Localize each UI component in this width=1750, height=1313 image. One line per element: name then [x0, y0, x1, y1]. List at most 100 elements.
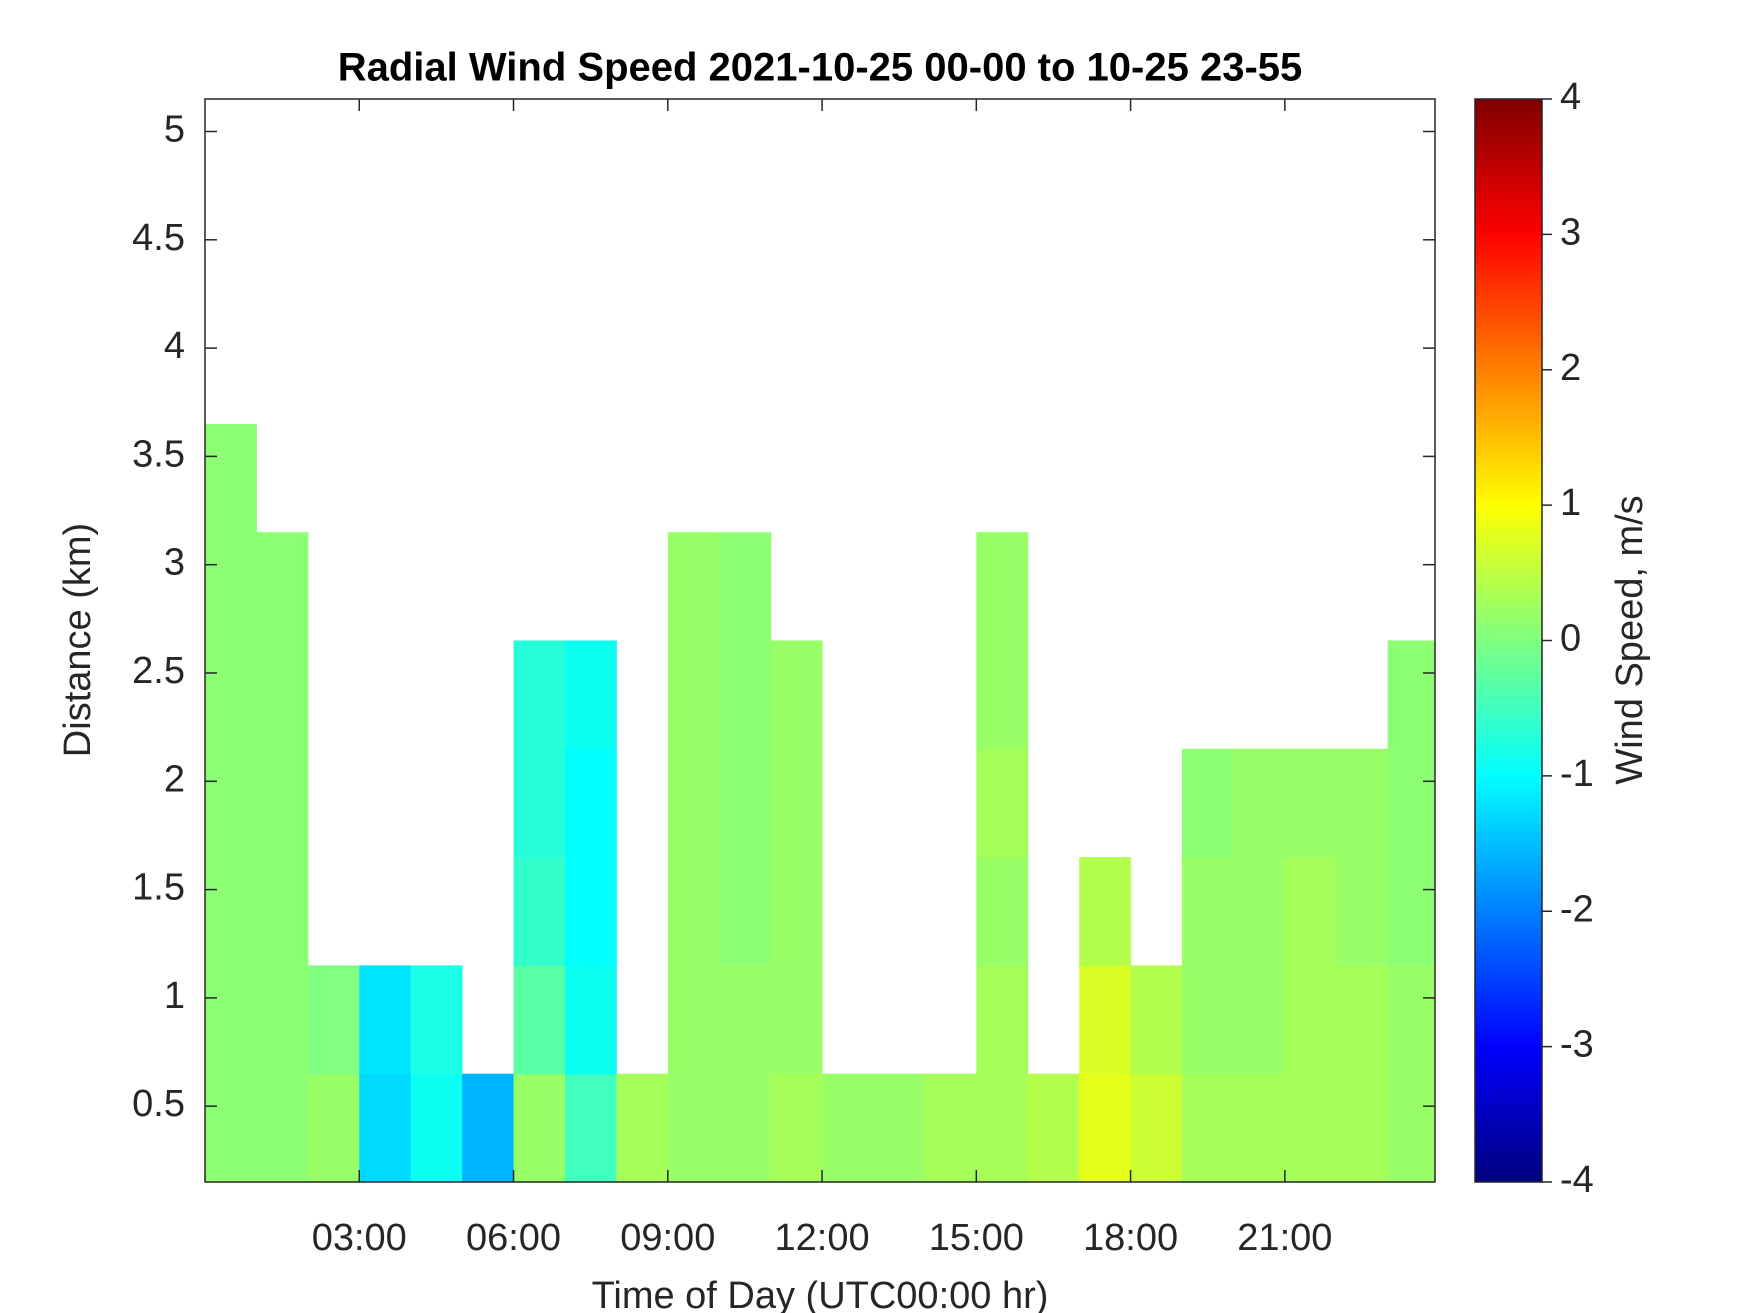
heatmap-cell	[719, 1073, 772, 1183]
heatmap-cell	[976, 857, 1029, 966]
plot-frame	[204, 98, 1436, 1183]
heatmap-cell	[564, 640, 617, 750]
heatmap-cell	[616, 1073, 669, 1183]
colorbar-tick-label: 3	[1560, 211, 1581, 253]
heatmap-cell	[770, 965, 823, 1075]
x-tick-label: 09:00	[620, 1217, 715, 1259]
heatmap-cell	[1079, 965, 1132, 1075]
y-tick-label: 0.5	[132, 1083, 185, 1125]
heatmap-cell	[924, 1073, 977, 1183]
heatmap-cell	[410, 1073, 463, 1183]
heatmap-cell	[564, 1073, 617, 1183]
heatmap-cell	[770, 748, 823, 858]
heatmap-cell	[359, 1073, 412, 1183]
heatmap-cell	[667, 857, 720, 966]
heatmap-cell	[205, 857, 257, 966]
heatmap-cell	[667, 965, 720, 1075]
heatmap-cell	[719, 748, 772, 858]
heatmap-cell	[513, 1073, 566, 1183]
heatmap-cell	[719, 857, 772, 966]
y-axis-label: Distance (km)	[57, 523, 99, 757]
heatmap-cell	[976, 965, 1029, 1075]
heatmap-cell	[1079, 1073, 1132, 1183]
x-tick-label: 12:00	[775, 1217, 870, 1259]
heatmap-cell	[1182, 748, 1234, 858]
heatmap-cell	[1336, 857, 1389, 966]
heatmap-cell	[513, 965, 566, 1075]
heatmap-cell	[667, 532, 720, 641]
y-tick-label: 1.5	[132, 867, 185, 909]
x-axis-label: Time of Day (UTC00:00 hr)	[592, 1275, 1049, 1313]
heatmap-cell	[667, 1073, 720, 1183]
heatmap-cell	[1387, 640, 1436, 750]
y-tick-label: 5	[164, 109, 185, 151]
heatmap-cell	[205, 640, 257, 750]
heatmap-cell	[976, 1073, 1029, 1183]
heatmap-cell	[1387, 965, 1436, 1075]
heatmap-cell	[256, 857, 309, 966]
heatmap-cell	[256, 1073, 309, 1183]
heatmap-cell	[719, 965, 772, 1075]
heatmap-cell	[1284, 748, 1337, 858]
heatmap-cell	[513, 857, 566, 966]
heatmap-cell	[1130, 1073, 1183, 1183]
heatmap-cell	[359, 965, 412, 1075]
heatmap-cell	[1387, 857, 1436, 966]
heatmap-cell	[1336, 965, 1389, 1075]
x-tick-label: 15:00	[929, 1217, 1024, 1259]
heatmap-cell	[564, 965, 617, 1075]
y-tick-label: 3	[164, 542, 185, 584]
heatmap-cell	[976, 532, 1029, 641]
heatmap-cell	[564, 857, 617, 966]
heatmap-cell	[667, 640, 720, 750]
heatmap-cell	[1284, 1073, 1337, 1183]
heatmap-cell	[1182, 857, 1234, 966]
heatmap-cell	[1233, 748, 1286, 858]
heatmap-cell	[564, 748, 617, 858]
colorbar-tick-label: 4	[1560, 76, 1581, 118]
heatmap-cell	[205, 1073, 257, 1183]
y-tick-label: 4.5	[132, 217, 185, 259]
heatmap-cell	[976, 748, 1029, 858]
heatmap-cell	[513, 640, 566, 750]
colorbar-tick-label: 0	[1560, 618, 1581, 660]
heatmap-cell	[976, 640, 1029, 750]
heatmap-cell	[1027, 1073, 1080, 1183]
heatmap-cell	[1182, 965, 1234, 1075]
heatmap-cell	[719, 532, 772, 641]
y-tick-label: 4	[164, 325, 185, 367]
heatmap-cell	[256, 640, 309, 750]
heatmap-cell	[1387, 1073, 1436, 1183]
heatmap-cell	[719, 640, 772, 750]
heatmap-cell	[410, 965, 463, 1075]
x-tick-label: 03:00	[312, 1217, 407, 1259]
heatmap-cell	[205, 532, 257, 641]
heatmap-cell	[1284, 857, 1337, 966]
heatmap-cell	[770, 1073, 823, 1183]
heatmap-cell	[822, 1073, 874, 1183]
x-tick-label: 18:00	[1083, 1217, 1178, 1259]
heatmap-cell	[256, 748, 309, 858]
heatmap-cell	[1233, 857, 1286, 966]
heatmap-cell	[667, 748, 720, 858]
heatmap-cell	[1079, 857, 1132, 966]
y-tick-label: 2.5	[132, 650, 185, 692]
colorbar-tick-label: 1	[1560, 482, 1581, 524]
heatmap-cell	[1182, 1073, 1234, 1183]
heatmap-cell	[770, 857, 823, 966]
heatmap-cell	[205, 423, 257, 533]
heatmap-cell	[770, 640, 823, 750]
heatmap-cell	[1387, 748, 1436, 858]
heatmap-cell	[462, 1073, 515, 1183]
colorbar-label: Wind Speed, m/s	[1609, 495, 1651, 784]
heatmap-cell	[205, 748, 257, 858]
heatmap-cell	[205, 965, 257, 1075]
heatmap-cell	[307, 965, 360, 1075]
heatmap-cell	[1336, 1073, 1389, 1183]
colorbar-tick-label: -2	[1560, 888, 1594, 930]
colorbar	[1474, 98, 1543, 1183]
heatmap-cell	[256, 532, 309, 641]
y-tick-label: 2	[164, 758, 185, 800]
